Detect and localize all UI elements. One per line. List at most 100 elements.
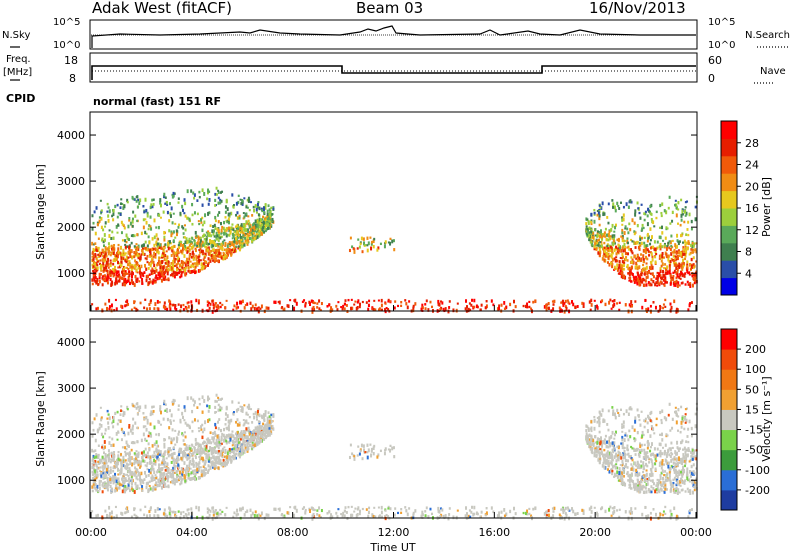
power-echo	[104, 302, 107, 306]
power-echo	[643, 212, 646, 215]
power-echo	[136, 277, 139, 281]
power-echo	[206, 197, 209, 201]
power-echo	[126, 279, 129, 284]
velocity-echo	[116, 438, 119, 441]
power-echo	[176, 250, 179, 254]
power-echo	[621, 231, 624, 235]
power-echo	[634, 209, 637, 214]
power-echo	[593, 208, 596, 212]
power-echo	[243, 227, 246, 230]
power-echo	[237, 194, 240, 197]
velocity-echo	[244, 439, 247, 443]
power-echo	[174, 306, 177, 310]
velocity-echo	[163, 464, 166, 469]
velocity-echo	[164, 403, 167, 406]
power-echo	[693, 264, 696, 268]
velocity-echo	[243, 422, 246, 426]
velocity-echo	[117, 460, 120, 463]
power-echo	[112, 268, 115, 271]
power-echo	[111, 280, 114, 285]
power-echo	[661, 254, 664, 259]
velocity-echo	[155, 440, 158, 444]
power-echo	[109, 259, 112, 262]
power-echo	[469, 308, 472, 312]
velocity-echo	[217, 446, 220, 450]
velocity-echo	[215, 466, 218, 469]
power-echo	[207, 257, 210, 261]
power-echo	[224, 205, 227, 209]
power-echo	[193, 196, 196, 200]
power-echo	[639, 244, 642, 247]
velocity-echo	[271, 424, 274, 429]
power-echo	[99, 254, 102, 258]
power-echo	[159, 268, 162, 272]
power-echo	[208, 232, 211, 236]
power-echo	[149, 300, 152, 304]
power-echo	[694, 217, 697, 222]
power-echo	[127, 224, 130, 229]
power-echo	[561, 300, 564, 303]
velocity-echo	[128, 455, 131, 459]
velocity-echo	[128, 477, 131, 481]
velocity-echo	[204, 447, 207, 451]
power-echo	[123, 226, 126, 230]
power-echo	[606, 244, 609, 248]
power-echo	[256, 218, 259, 222]
power-echo	[95, 206, 98, 210]
freq-tick-top: 18	[64, 54, 78, 67]
power-echo	[105, 306, 108, 311]
power-echo	[257, 221, 260, 225]
power-echo	[665, 227, 668, 231]
velocity-echo	[129, 462, 132, 466]
power-echo	[656, 240, 659, 244]
power-echo	[233, 246, 236, 249]
power-echo	[687, 233, 690, 237]
power-echo	[268, 212, 271, 217]
power-echo	[143, 252, 146, 256]
power-echo	[158, 246, 161, 249]
velocity-echo	[227, 419, 230, 424]
velocity-echo	[143, 478, 146, 481]
velocity-echo	[197, 468, 200, 472]
power-echo	[121, 270, 124, 274]
power-echo	[195, 263, 198, 267]
power-echo	[380, 298, 383, 303]
power-echo	[328, 303, 331, 307]
velocity-echo	[96, 430, 99, 434]
power-echo	[596, 232, 599, 235]
power-echo	[593, 219, 596, 224]
power-echo	[684, 206, 687, 209]
power-echo	[664, 271, 667, 276]
power-echo	[170, 253, 173, 257]
power-echo	[634, 300, 637, 303]
velocity-echo	[181, 478, 184, 481]
velocity-echo	[178, 453, 181, 457]
velocity-echo	[91, 462, 94, 465]
velocity-echo	[158, 453, 161, 456]
power-echo	[202, 235, 205, 238]
velocity-echo	[106, 488, 109, 492]
velocity-echo	[95, 413, 98, 417]
power-echo	[629, 199, 632, 203]
power-echo	[224, 245, 227, 248]
velocity-echo	[106, 417, 109, 420]
power-echo	[663, 266, 666, 270]
velocity-echo	[231, 455, 234, 459]
power-echo	[609, 235, 612, 238]
velocity-echo	[184, 451, 187, 456]
velocity-echo	[631, 465, 634, 469]
power-echo	[633, 230, 636, 234]
velocity-echo	[153, 450, 156, 454]
power-echo	[204, 245, 207, 249]
velocity-echo	[165, 468, 168, 473]
velocity-echo	[112, 478, 115, 482]
velocity-echo	[105, 484, 108, 489]
velocity-echo	[217, 450, 220, 455]
velocity-echo	[660, 471, 663, 475]
power-echo	[93, 210, 96, 214]
power-echo	[128, 251, 131, 254]
power-echo	[135, 278, 138, 283]
velocity-echo	[246, 413, 249, 416]
velocity-echo	[203, 467, 206, 470]
